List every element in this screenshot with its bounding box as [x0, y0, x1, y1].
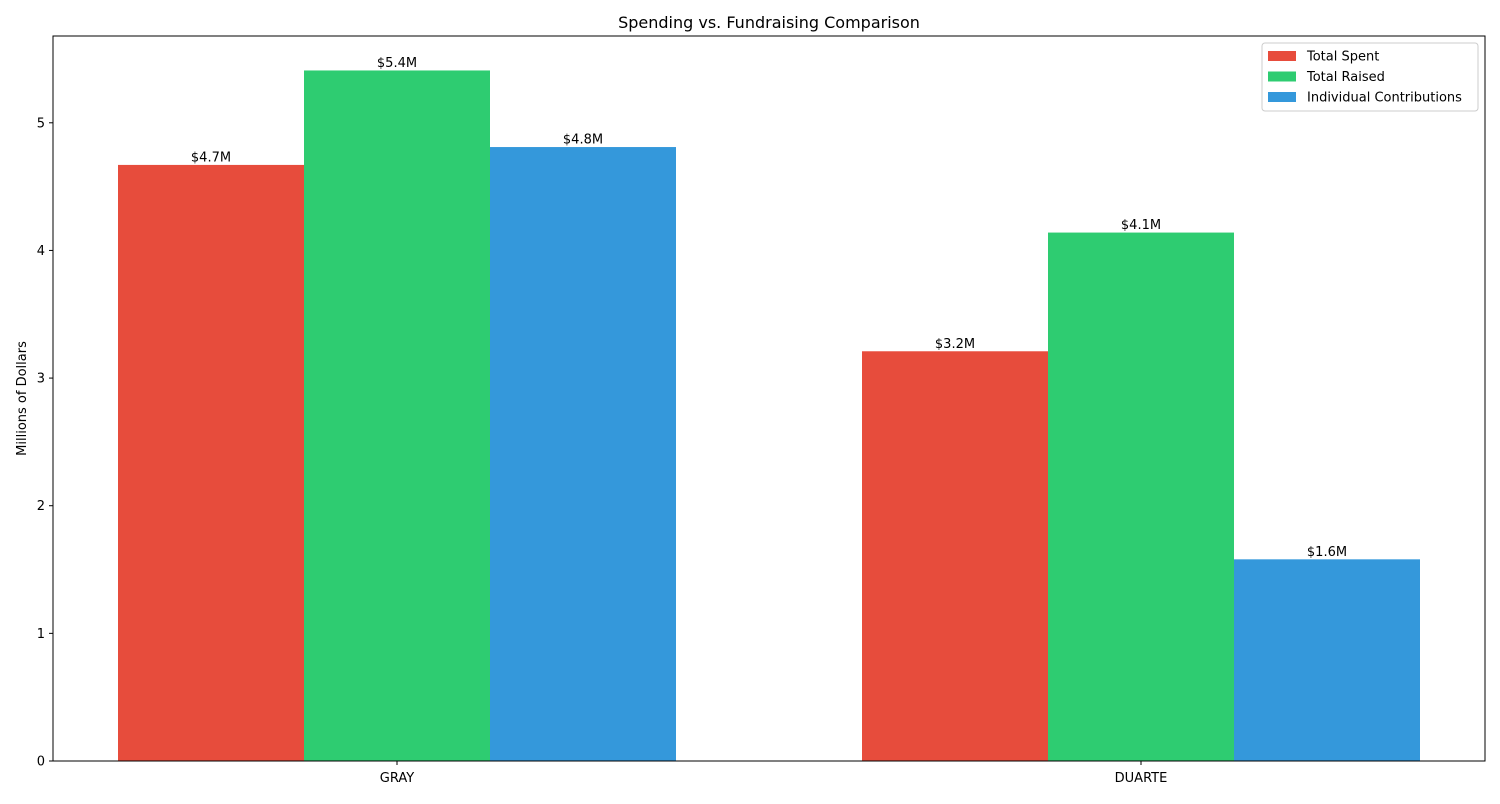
y-tick-label: 3	[37, 372, 45, 387]
x-axis-ticks: GRAY DUARTE	[380, 761, 1168, 786]
bar	[304, 70, 490, 762]
bar	[1234, 559, 1420, 761]
legend-label: Total Raised	[1306, 70, 1385, 85]
chart-title: Spending vs. Fundraising Comparison	[618, 13, 920, 32]
legend-swatch	[1268, 71, 1296, 82]
legend-label: Individual Contributions	[1307, 91, 1462, 106]
bar	[490, 147, 676, 761]
y-tick-label: 2	[37, 499, 45, 514]
legend-swatch	[1268, 51, 1296, 61]
y-tick-label: 1	[37, 627, 45, 642]
x-tick-label: DUARTE	[1115, 771, 1168, 786]
x-tick-label: GRAY	[380, 771, 414, 786]
y-tick-label: 5	[37, 116, 45, 131]
legend: Total Spent Total Raised Individual Contri…	[1261, 42, 1479, 112]
bars-group	[118, 70, 1420, 762]
bar-value-label: $1.6M	[1307, 545, 1347, 560]
legend-box	[1261, 42, 1479, 112]
bar	[1048, 232, 1234, 761]
y-tick-label: 0	[37, 755, 45, 770]
y-axis-label: Millions of Dollars	[15, 341, 30, 456]
bar	[862, 351, 1048, 761]
plot-frame	[52, 35, 1486, 762]
bar	[118, 164, 304, 762]
bar-value-label: $3.2M	[935, 337, 975, 352]
bar-value-label: $4.1M	[1121, 218, 1161, 233]
legend-label: Total Spent	[1306, 50, 1379, 65]
bar-value-label: $4.7M	[191, 150, 231, 165]
y-axis-ticks: 0 1 2 3 4 5	[37, 116, 53, 770]
bar-value-label: $4.8M	[563, 133, 603, 148]
y-tick-label: 4	[37, 244, 45, 259]
bar-value-label: $5.4M	[377, 56, 417, 71]
bar-value-labels: $4.7M $5.4M $4.8M $3.2M $4.1M $1.6M	[191, 56, 1347, 560]
legend-swatch	[1268, 92, 1296, 102]
